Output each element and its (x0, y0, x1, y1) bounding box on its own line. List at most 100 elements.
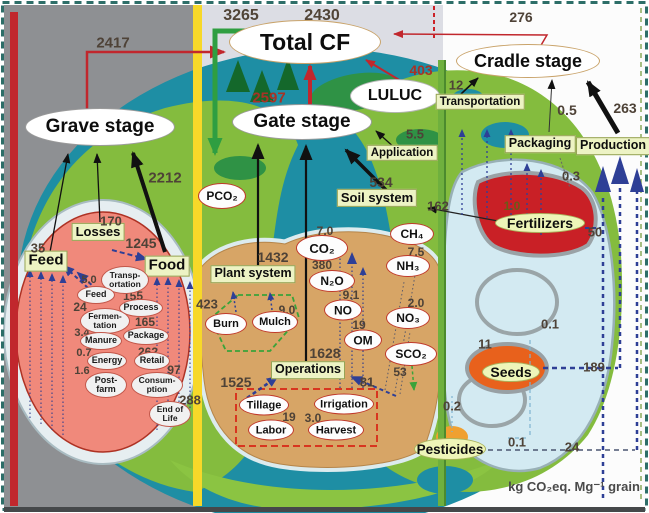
pine-icon (226, 60, 250, 92)
fertilizers-pill: Fertilizers (495, 213, 585, 233)
value-0-7: 0.7 (76, 347, 92, 359)
process-oval: Process (119, 299, 163, 317)
value-0-5: 0.5 (557, 102, 577, 118)
endoflife-oval: End of Life (149, 401, 191, 427)
arrow-mulch-to-plant (267, 292, 275, 311)
value-1245: 1245 (125, 235, 157, 251)
arrow-burn-to-plant (230, 291, 238, 313)
land-accent (214, 156, 266, 180)
value-19-om: 19 (352, 318, 366, 332)
arrow-soil-to-gate (344, 148, 394, 198)
no-oval: NO (324, 299, 362, 321)
ch4-oval: CH₄ (390, 223, 434, 245)
manure-oval: Manure (80, 332, 122, 350)
retail-oval: Retail (134, 352, 170, 370)
tillage-oval: Tillage (239, 394, 289, 416)
value-0-2: 0.2 (442, 398, 462, 414)
soil-system-tag: Soil system (336, 188, 418, 208)
value-403: 403 (409, 62, 433, 78)
bottom-strip (4, 507, 645, 512)
plant-system-tag: Plant system (210, 265, 296, 283)
value-0-1-bottom: 0.1 (507, 434, 527, 450)
grave-bar (10, 12, 18, 506)
total-cf-oval: Total CF (229, 20, 381, 64)
arrowhead-production (595, 166, 611, 192)
arrow-food-to-grave (131, 151, 167, 253)
pesticides-pill: Pesticides (414, 438, 486, 460)
n2o-oval: N₂O (309, 270, 355, 292)
food-tag: Food (144, 255, 190, 277)
value-1628: 1628 (309, 345, 341, 361)
cradle-stage-oval: Cradle stage (456, 44, 600, 78)
value-11: 11 (478, 336, 492, 352)
arrow-transportation-to-cradle (460, 77, 479, 95)
grave-stage-oval: Grave stage (25, 108, 175, 146)
sco2-oval: SCO₂ (385, 342, 437, 366)
cradle-subblob (475, 268, 559, 336)
burn-oval: Burn (205, 313, 247, 335)
value-0-1-mid: 0.1 (540, 316, 560, 332)
dotted-flow-gas (394, 245, 421, 393)
seeds-pill: Seeds (482, 362, 540, 382)
arrow-grave-to-totalcf (85, 45, 226, 112)
value-7-0: 7.0 (316, 224, 334, 238)
gate-bar (193, 5, 202, 506)
value-2430: 2430 (304, 7, 340, 24)
transportation-tag: Transportation (435, 93, 525, 111)
value-5-5: 5.5 (405, 126, 425, 142)
labor-oval: Labor (248, 419, 294, 441)
no3-oval: NO₃ (386, 307, 430, 329)
packaging-tag: Packaging (504, 135, 576, 153)
value-81: 81 (359, 374, 375, 390)
value-1525: 1525 (220, 374, 252, 390)
value-165: 165 (134, 315, 156, 329)
operations-dashed-box (235, 388, 378, 447)
irrigation-oval: Irrigation (314, 393, 374, 415)
arrow-cradle-to-totalcf (393, 30, 549, 48)
losses-tag: Losses (71, 222, 125, 242)
value-380: 380 (311, 258, 333, 272)
arrow-to-feed (62, 264, 89, 289)
value-50: 50 (587, 224, 603, 240)
value-53: 53 (393, 365, 407, 379)
land-south (170, 460, 500, 510)
value-1-6: 1.6 (74, 365, 90, 377)
package-oval: Package (123, 327, 169, 345)
value-35: 35 (30, 240, 46, 256)
arrow-luluc-to-totalcf (365, 59, 402, 82)
value-19-labor: 19 (282, 410, 296, 424)
value-5-0: 5.0 (81, 274, 97, 286)
arrow-to-feed (76, 271, 103, 295)
value-423: 423 (196, 296, 218, 312)
value-9-1: 9.1 (342, 288, 360, 302)
value-276: 276 (509, 9, 533, 25)
value-3265: 3265 (223, 7, 259, 24)
energy-oval: Energy (87, 352, 127, 370)
value-0-3: 0.3 (561, 168, 581, 184)
arrowhead-production (611, 156, 629, 184)
luluc-oval: LULUC (350, 79, 440, 113)
value-263: 263 (613, 100, 637, 116)
gate-stage-label: Gate stage (253, 111, 351, 132)
value-2-0: 2.0 (407, 296, 425, 310)
arrow-fertilizers-to-soil (427, 205, 499, 222)
pine-icon (277, 58, 299, 90)
value-1432: 1432 (257, 249, 289, 265)
cradle-bar-edge (444, 60, 446, 506)
value-189: 189 (583, 359, 605, 375)
co2-oval: CO₂ (296, 235, 348, 261)
postfarm-oval: Post- farm (85, 372, 127, 398)
value-24-pesticides: 24 (564, 439, 580, 455)
fermentation-oval: Fermen- tation (80, 308, 130, 334)
cradle-bar (438, 60, 446, 506)
mulch-oval: Mulch (252, 311, 298, 333)
operations-tag: Operations (271, 361, 345, 379)
cradle-stage-label: Cradle stage (473, 50, 583, 71)
value-2212: 2212 (148, 169, 182, 187)
value-2417: 2417 (96, 34, 130, 52)
arrow-losses-to-food (111, 249, 148, 262)
arrow-feed-to-grave (49, 153, 71, 253)
arrowhead-production (630, 168, 644, 192)
feed-oval: Feed (77, 286, 115, 304)
